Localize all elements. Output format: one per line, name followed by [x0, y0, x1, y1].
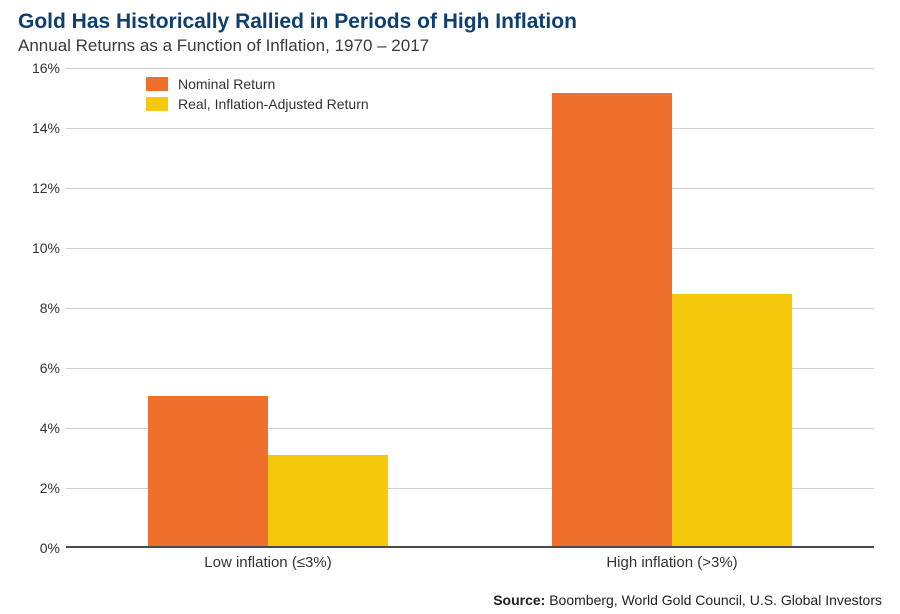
y-tick-label: 6% [18, 360, 60, 376]
y-tick-label: 8% [18, 300, 60, 316]
legend-label: Real, Inflation-Adjusted Return [178, 96, 369, 112]
y-tick-label: 2% [18, 480, 60, 496]
legend-item: Real, Inflation-Adjusted Return [146, 96, 369, 112]
legend-swatch [146, 77, 168, 91]
legend: Nominal Return Real, Inflation-Adjusted R… [146, 76, 369, 116]
y-tick-label: 0% [18, 540, 60, 556]
grid-line [66, 128, 874, 129]
x-tick-label: High inflation (>3%) [606, 546, 737, 571]
grid-line [66, 248, 874, 249]
plot-area: Nominal Return Real, Inflation-Adjusted R… [66, 68, 874, 548]
bar [268, 455, 388, 547]
y-tick-label: 14% [18, 120, 60, 136]
bar [672, 294, 792, 546]
chart-title: Gold Has Historically Rallied in Periods… [18, 10, 577, 34]
bar [148, 396, 268, 546]
legend-label: Nominal Return [178, 76, 275, 92]
y-tick-label: 12% [18, 180, 60, 196]
x-tick-label: Low inflation (≤3%) [204, 546, 331, 571]
y-tick-label: 16% [18, 60, 60, 76]
legend-item: Nominal Return [146, 76, 369, 92]
y-tick-label: 10% [18, 240, 60, 256]
y-tick-label: 4% [18, 420, 60, 436]
source-label: Source: [493, 592, 545, 608]
source-line: Source: Boomberg, World Gold Council, U.… [493, 592, 882, 608]
chart-subtitle: Annual Returns as a Function of Inflatio… [18, 36, 429, 56]
grid-line [66, 188, 874, 189]
chart-container: Nominal Return Real, Inflation-Adjusted R… [18, 60, 882, 580]
bar [552, 93, 672, 546]
grid-line [66, 68, 874, 69]
legend-swatch [146, 97, 168, 111]
source-text: Boomberg, World Gold Council, U.S. Globa… [545, 592, 882, 608]
